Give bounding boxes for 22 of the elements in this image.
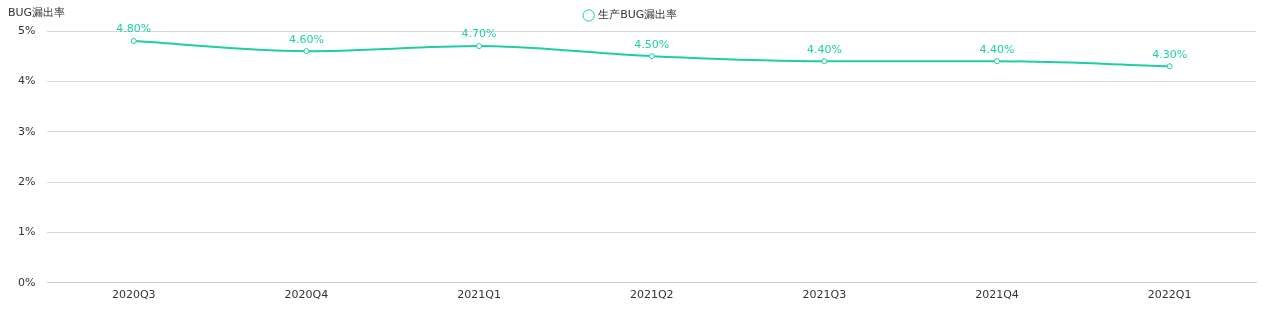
x-tick-label: 2022Q1	[1147, 288, 1192, 302]
data-label: 4.50%	[634, 37, 670, 51]
y-axis-title: BUG漏出率	[8, 6, 66, 20]
y-tick-label: 4%	[18, 74, 36, 88]
y-tick-label: 2%	[18, 174, 36, 188]
data-label: 4.40%	[806, 42, 842, 56]
x-tick-label: 2020Q3	[111, 288, 156, 302]
x-tick-label: 2021Q1	[457, 288, 501, 302]
y-tick-label: 5%	[18, 23, 36, 37]
x-tick-label: 2021Q4	[975, 288, 1019, 302]
data-label: 4.60%	[288, 32, 324, 46]
legend-label: 生产BUG漏出率	[598, 8, 678, 22]
y-tick-label: 0%	[18, 275, 36, 289]
data-label: 4.30%	[1152, 47, 1188, 61]
y-tick-label: 3%	[18, 124, 36, 138]
data-label: 4.70%	[461, 27, 497, 41]
y-tick-label: 1%	[18, 225, 36, 239]
x-tick-label: 2020Q4	[284, 288, 329, 302]
x-tick-label: 2021Q2	[629, 288, 674, 302]
x-tick-label: 2021Q3	[802, 288, 847, 302]
data-label: 4.40%	[979, 42, 1015, 56]
data-label: 4.80%	[116, 22, 152, 36]
